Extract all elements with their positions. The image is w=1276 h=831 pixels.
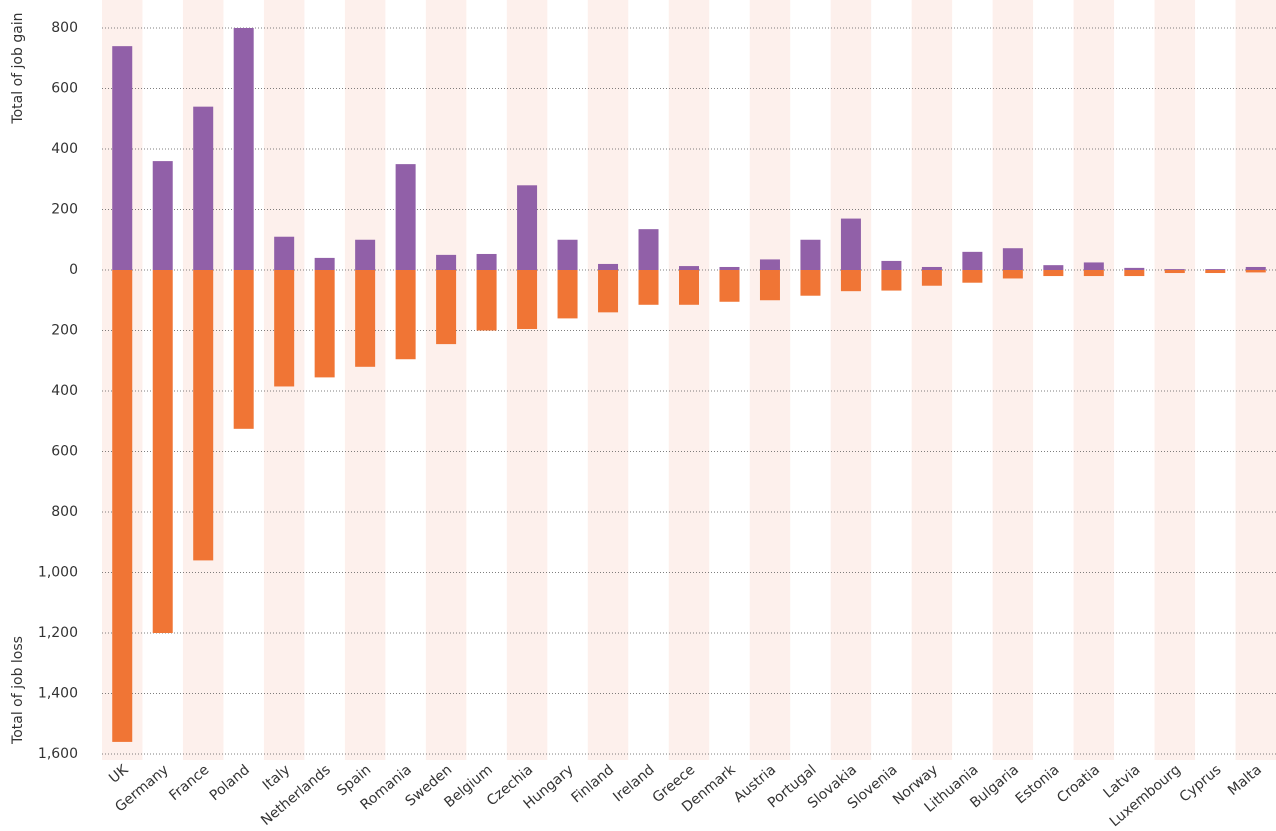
bar xyxy=(274,270,295,387)
band xyxy=(749,0,791,760)
bar xyxy=(1205,270,1226,274)
band xyxy=(344,0,386,760)
y-tick-label: 1,200 xyxy=(38,625,78,641)
bar xyxy=(193,270,214,561)
y-tick-label: 400 xyxy=(51,383,78,399)
bar xyxy=(355,270,376,367)
y-tick-label: 800 xyxy=(51,20,78,36)
bar xyxy=(274,236,295,270)
bar xyxy=(112,270,133,742)
band xyxy=(1235,0,1276,760)
y-axis-label-gain: Total of job gain xyxy=(10,12,26,124)
y-tick-label: 600 xyxy=(51,444,78,460)
bar xyxy=(598,263,619,270)
bar xyxy=(921,266,942,270)
bar xyxy=(557,270,578,319)
bar xyxy=(557,239,578,270)
x-tick-label: UK xyxy=(106,761,132,786)
bar xyxy=(1245,266,1266,270)
x-tick-label: Netherlands xyxy=(258,762,334,829)
bar xyxy=(1205,269,1226,270)
x-tick-label: Luxembourg xyxy=(1107,762,1184,830)
bar xyxy=(152,270,173,633)
bar xyxy=(476,253,497,270)
bar xyxy=(112,46,133,271)
bar xyxy=(1083,262,1104,270)
bar xyxy=(800,270,821,296)
band xyxy=(1073,0,1115,760)
x-tick-label: Estonia xyxy=(1013,762,1063,807)
x-tick-label: Poland xyxy=(207,762,253,804)
band xyxy=(587,0,629,760)
band xyxy=(425,0,467,760)
bar xyxy=(314,270,335,378)
y-tick-label: 200 xyxy=(51,323,78,339)
bar xyxy=(233,28,254,270)
y-tick-label: 1,000 xyxy=(38,565,78,581)
band xyxy=(506,0,548,760)
band xyxy=(1154,0,1196,760)
x-tick-label: France xyxy=(166,762,212,804)
bar xyxy=(395,164,416,270)
bar xyxy=(233,270,254,429)
bar xyxy=(1043,265,1064,270)
bar xyxy=(881,270,902,291)
bar xyxy=(355,239,376,270)
bar xyxy=(395,270,416,360)
y-tick-label: 600 xyxy=(51,81,78,97)
x-tick-label: Cyprus xyxy=(1177,762,1225,806)
bar xyxy=(1002,248,1023,270)
bar xyxy=(759,270,780,301)
bar xyxy=(759,259,780,270)
bar xyxy=(598,270,619,313)
bar xyxy=(476,270,497,331)
x-tick-label: Ireland xyxy=(610,762,657,805)
y-tick-label: 800 xyxy=(51,504,78,520)
bar xyxy=(1164,269,1185,270)
y-tick-label: 200 xyxy=(51,202,78,218)
bar xyxy=(1124,270,1145,277)
bar xyxy=(719,270,740,302)
bar xyxy=(638,270,659,305)
bar xyxy=(962,251,983,270)
bar xyxy=(314,257,335,270)
bar xyxy=(1124,267,1145,270)
y-tick-label: 1,600 xyxy=(38,746,78,762)
bar xyxy=(152,161,173,270)
y-axis-label-loss: Total of job loss xyxy=(10,636,26,745)
bar xyxy=(436,254,457,270)
bar xyxy=(679,266,699,270)
band xyxy=(911,0,953,760)
bar xyxy=(517,185,538,270)
bar xyxy=(881,260,902,270)
band xyxy=(668,0,710,760)
bar xyxy=(962,270,983,283)
band xyxy=(992,0,1034,760)
bar xyxy=(921,270,942,286)
y-tick-label: 0 xyxy=(69,262,78,278)
bar xyxy=(1245,270,1266,273)
bar xyxy=(1043,270,1064,277)
bar xyxy=(1002,270,1023,279)
bar xyxy=(436,270,457,345)
bar xyxy=(1083,270,1104,277)
x-tick-label: Italy xyxy=(260,762,294,794)
y-tick-label: 400 xyxy=(51,141,78,157)
bar xyxy=(840,270,861,292)
x-tick-label: Croatia xyxy=(1054,762,1103,807)
bar xyxy=(719,266,740,270)
x-tick-label: Malta xyxy=(1225,762,1265,799)
bar xyxy=(800,239,821,270)
bar xyxy=(679,270,699,305)
bar xyxy=(517,270,538,329)
bar xyxy=(840,218,861,270)
bar xyxy=(193,106,214,271)
y-tick-label: 1,400 xyxy=(38,686,78,702)
band xyxy=(830,0,872,760)
x-tick-label: Finland xyxy=(569,762,618,806)
bar xyxy=(1164,270,1185,274)
bar xyxy=(638,229,659,270)
